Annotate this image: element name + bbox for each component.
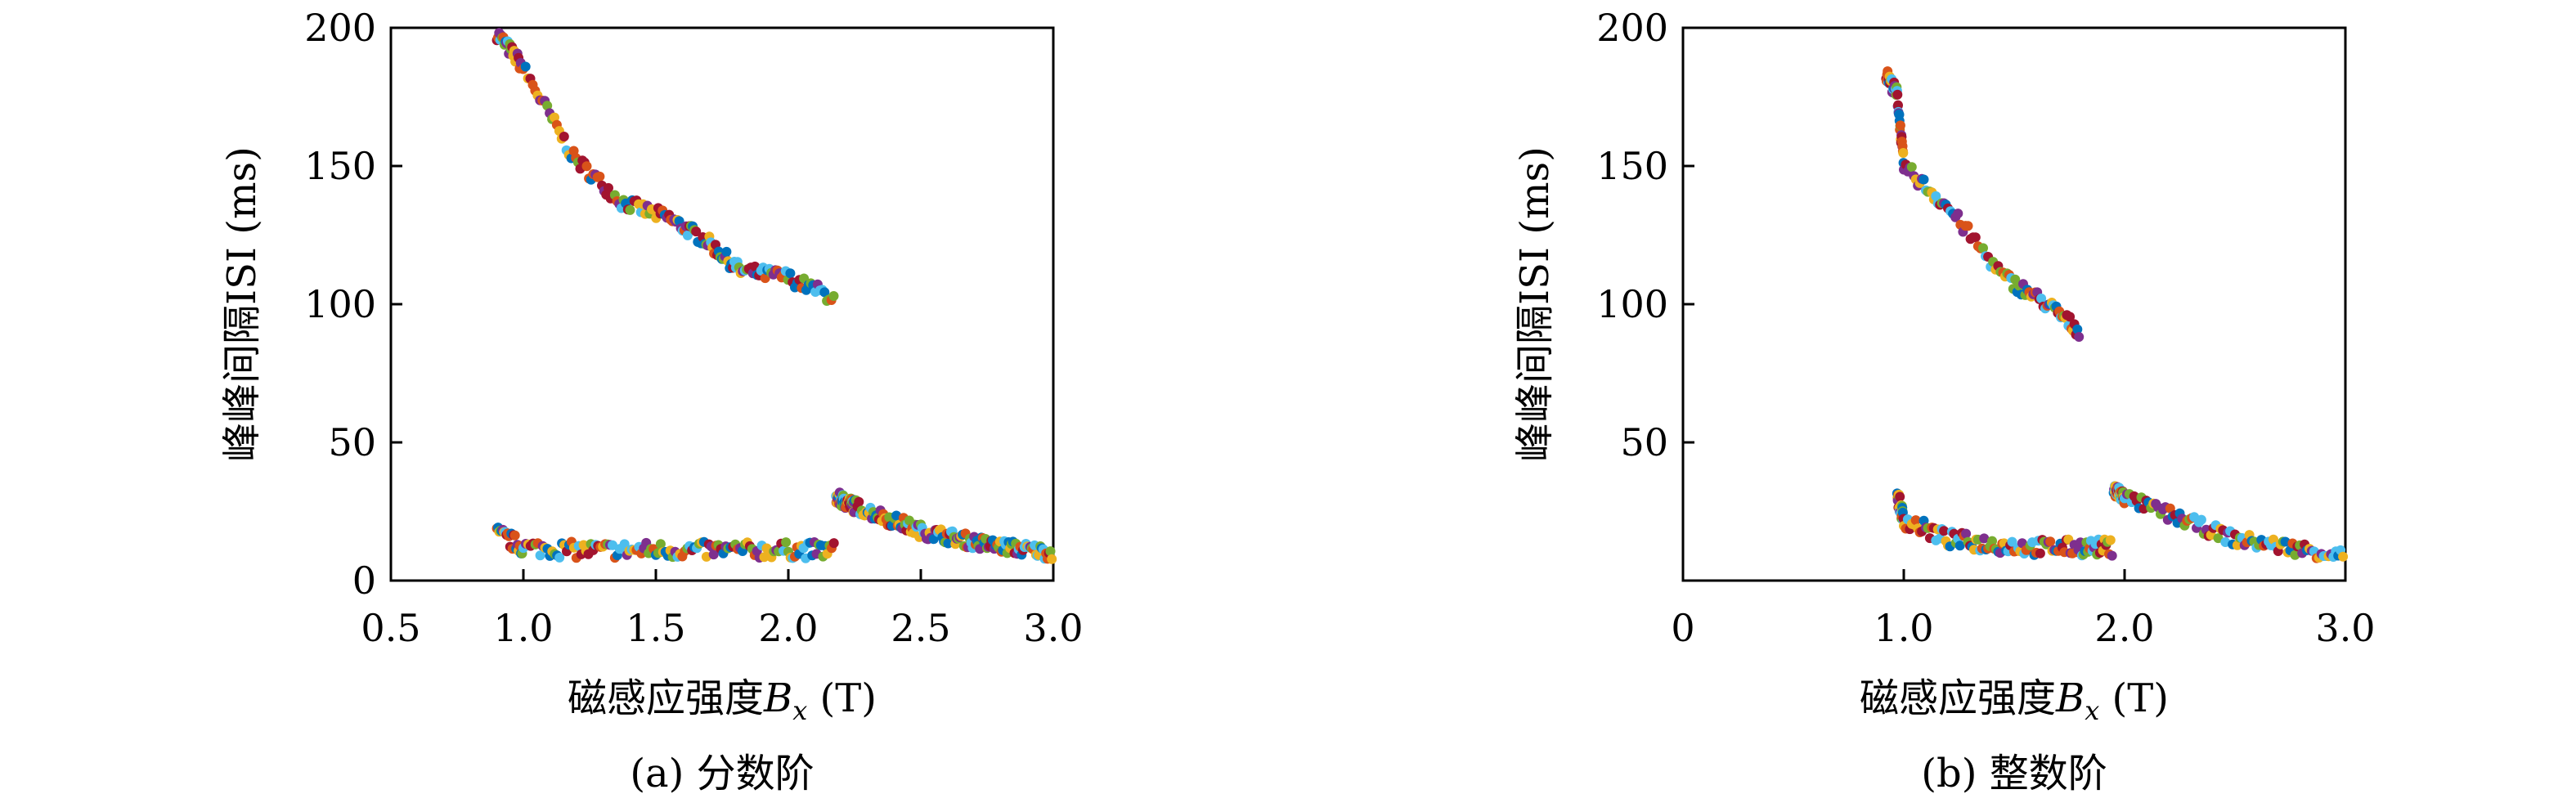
scatter-point <box>1953 209 1963 219</box>
x-ticks-a: 0.5 1.0 1.5 2.0 2.5 3.0 <box>361 569 1084 650</box>
scatter-point <box>554 552 565 563</box>
y-tick-label: 100 <box>1596 282 1668 326</box>
x-tick-label: 0.5 <box>361 606 420 650</box>
y-tick-label: 200 <box>304 6 376 50</box>
x-tick-label: 1.0 <box>1874 606 1933 650</box>
scatter-point <box>1895 491 1905 502</box>
scatter-point <box>2074 332 2085 342</box>
y-tick-label: 50 <box>328 420 376 464</box>
scatter-point <box>819 287 830 298</box>
scatter-point <box>581 161 592 172</box>
scatter-point <box>721 246 732 257</box>
scatter-point <box>655 539 666 550</box>
y-axis-label-b: 峰峰间隔ISI (ms) <box>1512 146 1558 462</box>
panel-a: 0.5 1.0 1.5 2.0 2.5 3.0 0 50 100 150 200 磁感应强度Bx … <box>219 6 1084 796</box>
scatter-point <box>595 171 605 182</box>
scatter-point <box>1963 221 1973 231</box>
x-tick-label: 1.5 <box>626 606 685 650</box>
scatter-point <box>550 112 559 123</box>
scatter-point <box>2007 536 2017 547</box>
y-tick-label: 100 <box>304 282 376 326</box>
scatter-point <box>1961 528 1972 539</box>
plot-frame-b <box>1681 26 2347 582</box>
x-axis-label-a: 磁感应强度Bx (T) <box>568 675 877 726</box>
scatter-point <box>2105 535 2116 545</box>
scatter-point <box>943 538 954 549</box>
scatter-point <box>2107 550 2117 561</box>
scatter-point <box>520 61 531 72</box>
scatter-point <box>2196 514 2206 525</box>
plot-frame-a <box>389 26 1055 582</box>
scatter-points-b <box>1881 66 2349 563</box>
panel-b: 0 1.0 2.0 3.0 50 100 150 200 磁感应强度Bx (T) 峰峰间隔I… <box>1512 6 2376 796</box>
scatter-point <box>691 227 702 237</box>
caption-b: (b) 整数阶 <box>1921 751 2107 796</box>
x-ticks-b: 0 1.0 2.0 3.0 <box>1671 569 2376 650</box>
scatter-point <box>559 132 569 141</box>
y-axis-label-a: 峰峰间隔ISI (ms) <box>219 146 265 462</box>
scatter-point <box>542 101 553 111</box>
scatter-point <box>1892 89 1903 100</box>
scatter-point <box>2045 536 2056 547</box>
scatter-point <box>828 291 839 301</box>
caption-a: (a) 分数阶 <box>630 751 814 796</box>
x-tick-label: 2.0 <box>2094 606 2154 650</box>
scatter-point <box>1898 148 1909 158</box>
scatter-point <box>1978 243 1988 253</box>
scatter-point <box>625 204 635 215</box>
scatter-point <box>1954 541 1965 551</box>
scatter-points-a <box>491 28 1057 564</box>
x-axis-label-b: 磁感应强度Bx (T) <box>1860 675 2169 726</box>
scatter-point <box>604 182 613 193</box>
scatter-point <box>535 550 545 561</box>
scatter-point <box>1919 174 1929 185</box>
y-ticks-a: 0 50 100 150 200 <box>304 6 402 603</box>
x-tick-label: 1.0 <box>493 606 553 650</box>
scatter-point <box>2036 294 2047 303</box>
scatter-point <box>1979 533 1990 544</box>
scatter-point <box>781 537 792 548</box>
scatter-point <box>2213 533 2224 544</box>
y-tick-label: 50 <box>1620 420 1668 464</box>
scatter-point <box>2035 548 2045 559</box>
x-tick-label: 0 <box>1671 606 1694 650</box>
scatter-point <box>708 550 719 560</box>
x-tick-label: 2.5 <box>891 606 950 650</box>
scatter-point <box>682 230 693 240</box>
scatter-point <box>1045 546 1056 557</box>
y-tick-label: 150 <box>304 144 376 188</box>
scatter-point <box>2232 540 2242 550</box>
y-tick-label: 150 <box>1596 144 1668 188</box>
x-tick-label: 3.0 <box>2315 606 2375 650</box>
scatter-point <box>2338 551 2349 562</box>
scatter-point <box>2269 534 2278 545</box>
y-tick-label: 0 <box>352 559 376 603</box>
scatter-point <box>1987 536 1997 546</box>
scatter-point <box>509 530 520 541</box>
scatter-point <box>1970 232 1981 243</box>
scatter-point <box>785 268 796 279</box>
scatter-point <box>1047 554 1057 564</box>
scatter-point <box>1939 526 1950 536</box>
scatter-point <box>828 538 839 549</box>
scatter-point <box>2065 312 2076 322</box>
scatter-point <box>854 496 864 507</box>
scatter-point <box>1910 515 1921 526</box>
scatter-point <box>2072 324 2083 334</box>
y-ticks-b: 50 100 150 200 <box>1596 6 1694 464</box>
y-tick-label: 200 <box>1596 6 1668 50</box>
x-tick-label: 2.0 <box>758 606 818 650</box>
scatter-point <box>1906 162 1917 173</box>
scatter-point <box>1895 120 1905 131</box>
x-tick-label: 3.0 <box>1023 606 1083 650</box>
